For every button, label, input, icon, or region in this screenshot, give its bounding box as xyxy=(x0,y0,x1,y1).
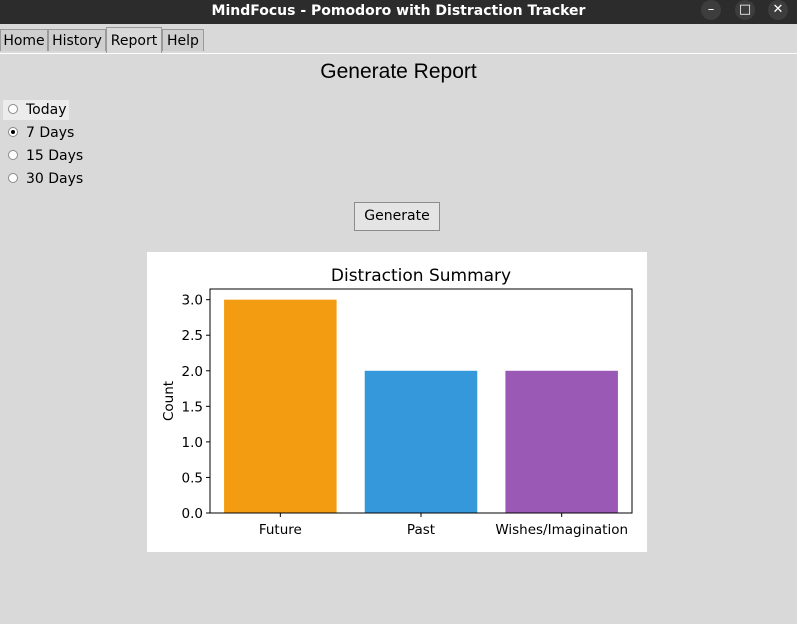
y-axis-label: Count xyxy=(161,381,177,421)
tab-report[interactable]: Report xyxy=(106,27,162,53)
radio-label: Today xyxy=(26,102,67,118)
radio-button-icon[interactable] xyxy=(8,104,18,114)
radio-button-icon[interactable] xyxy=(8,127,18,137)
radio-7-days[interactable]: 7 Days xyxy=(3,123,75,143)
tab-home[interactable]: Home xyxy=(0,29,48,51)
window-title: MindFocus - Pomodoro with Distraction Tr… xyxy=(211,3,586,19)
plot-frame xyxy=(209,288,633,514)
radio-today[interactable]: Today xyxy=(3,100,69,120)
y-tick-label: 0.5 xyxy=(182,470,203,486)
y-tick-label: 1.5 xyxy=(182,399,203,415)
distraction-summary-chart: Distraction Summary Future Past Wishes/Imag… xyxy=(161,266,633,538)
chart-title: Distraction Summary xyxy=(331,266,511,286)
x-tick-label: Future xyxy=(259,522,302,538)
radio-selected-dot xyxy=(11,130,15,134)
radio-button-icon[interactable] xyxy=(8,150,18,160)
generate-button[interactable]: Generate xyxy=(354,202,440,231)
tab-history[interactable]: History xyxy=(48,29,106,51)
maximize-icon[interactable]: □ xyxy=(735,0,755,20)
tab-help[interactable]: Help xyxy=(162,29,204,51)
radio-label: 15 Days xyxy=(26,148,84,164)
y-tick-label: 1.0 xyxy=(182,435,203,451)
radio-button-icon[interactable] xyxy=(8,173,18,183)
tab-bar: Home History Report Help xyxy=(0,27,797,54)
window-titlebar[interactable]: MindFocus - Pomodoro with Distraction Tr… xyxy=(0,0,797,24)
x-tick-label: Past xyxy=(407,522,435,538)
page-title: Generate Report xyxy=(320,60,477,83)
chart-bar xyxy=(364,370,478,513)
y-tick-label: 3.0 xyxy=(182,293,203,309)
radio-label: 30 Days xyxy=(26,171,84,187)
radio-label: 7 Days xyxy=(26,125,75,141)
radio-30-days[interactable]: 30 Days xyxy=(3,169,83,189)
chart-panel: Distraction Summary Future Past Wishes/Imag… xyxy=(147,252,647,552)
chart-bar xyxy=(505,370,618,513)
y-tick-label: 2.5 xyxy=(182,328,203,344)
close-icon[interactable]: ✕ xyxy=(768,0,788,20)
radio-15-days[interactable]: 15 Days xyxy=(3,146,83,166)
y-tick-label: 2.0 xyxy=(182,364,203,380)
y-tick-label: 0.0 xyxy=(182,506,203,522)
x-tick-label: Wishes/Imagination xyxy=(495,522,628,538)
chart-bar xyxy=(224,299,337,513)
minimize-icon[interactable]: – xyxy=(701,0,721,20)
